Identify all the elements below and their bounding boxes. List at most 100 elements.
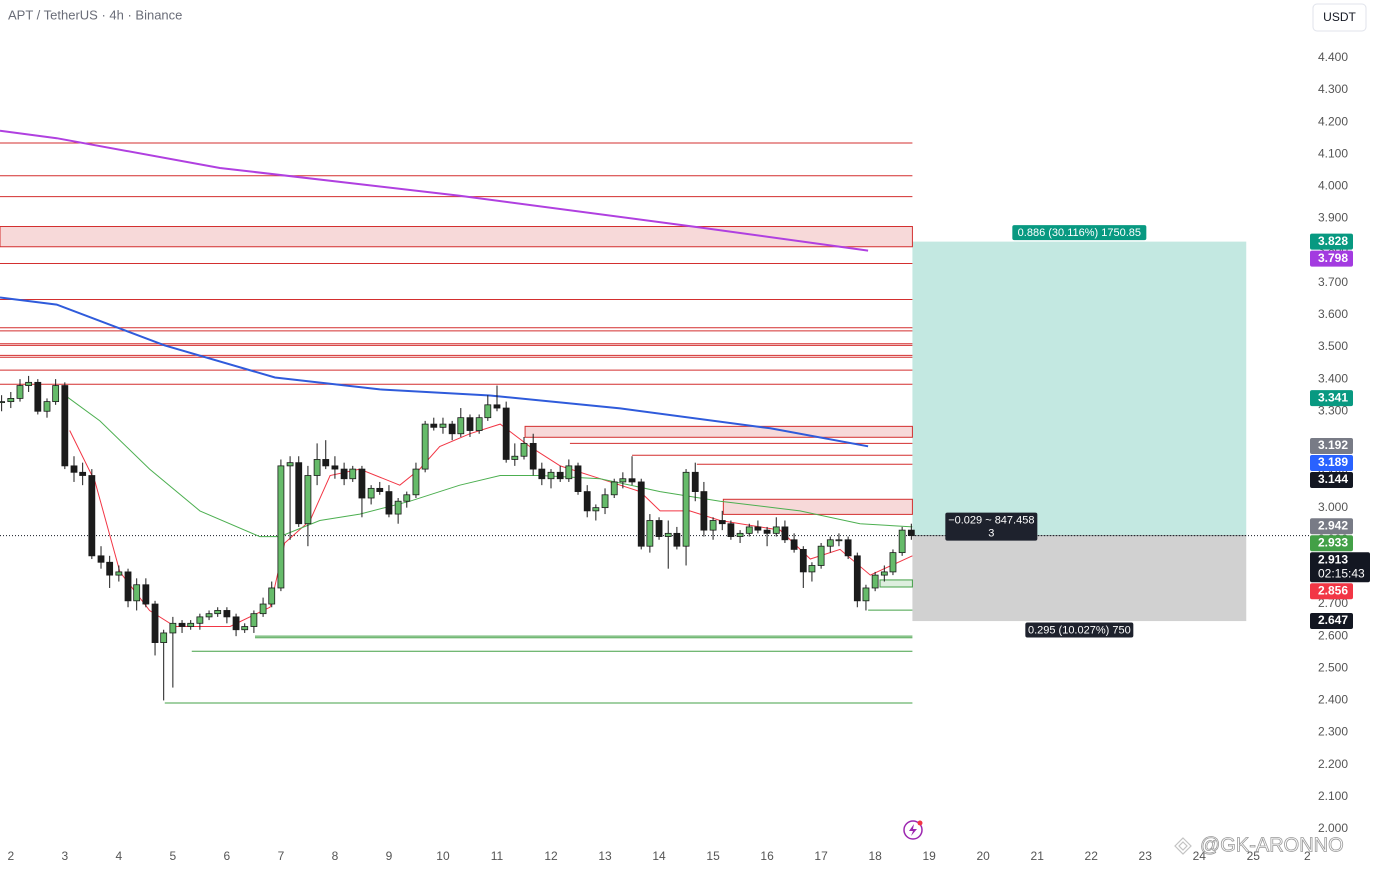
zone	[879, 579, 913, 588]
candle-body	[340, 468, 348, 480]
x-tick-label: 6	[224, 849, 231, 863]
candle-body	[412, 468, 420, 496]
price-tag	[1310, 454, 1353, 471]
candle-body	[763, 529, 771, 534]
candle-body	[349, 468, 357, 480]
candle-body	[25, 381, 33, 386]
candle-body	[0, 401, 6, 404]
zone	[524, 425, 913, 438]
y-tick-label: 4.400	[1318, 50, 1348, 64]
candle-body	[772, 526, 780, 534]
candle-body	[394, 500, 402, 515]
price-tag	[1310, 471, 1353, 488]
center-label-box	[945, 512, 1038, 541]
candle-body	[79, 471, 87, 476]
replay-icon[interactable]	[903, 820, 923, 840]
candle-body	[70, 465, 78, 473]
candle-body	[871, 574, 879, 589]
price-tag-label: 3.341	[1318, 390, 1348, 404]
y-tick-label: 4.100	[1318, 146, 1348, 160]
y-tick-label: 4.200	[1318, 114, 1348, 128]
candle-body	[61, 385, 69, 467]
price-tag-label: 2.913	[1318, 552, 1348, 566]
candle-body	[277, 465, 285, 589]
candle-body	[538, 468, 546, 480]
y-tick-label: 2.700	[1318, 596, 1348, 610]
x-tick-label: 2	[1304, 849, 1311, 863]
candle-body	[628, 478, 636, 483]
candle-body	[817, 545, 825, 566]
candle-body	[97, 555, 105, 563]
price-tag-label: 2.933	[1318, 535, 1348, 549]
candle-body	[781, 526, 789, 541]
candle-body	[844, 539, 852, 557]
candle-body	[214, 610, 222, 615]
x-tick-label: 18	[868, 849, 882, 863]
overlays: 0.886 (30.116%) 1750.85 0.295 (10.027%) 7…	[945, 225, 1370, 638]
candle-body	[700, 491, 708, 531]
x-tick-label: 17	[814, 849, 828, 863]
candle-body	[232, 616, 240, 631]
candle-body	[502, 407, 510, 460]
candle-body	[151, 603, 159, 643]
x-tick-label: 16	[760, 849, 774, 863]
candle-body	[313, 459, 321, 476]
moving-average	[0, 296, 869, 448]
candle-body	[250, 613, 258, 627]
candle-body	[376, 487, 384, 492]
candle-body	[727, 523, 735, 537]
target-label: 0.886 (30.116%) 1750.85	[1018, 227, 1141, 239]
candle-body	[592, 507, 600, 512]
price-tag	[1310, 233, 1353, 250]
candle-body	[601, 494, 609, 509]
zone	[0, 226, 913, 248]
candle-body	[259, 603, 267, 615]
candle-body	[718, 520, 726, 525]
candle-body	[160, 632, 168, 643]
y-tick-label: 3.900	[1318, 211, 1348, 225]
price-tag	[1310, 552, 1370, 583]
candle-body	[862, 587, 870, 602]
candle-body	[853, 555, 861, 602]
candle-body	[475, 417, 483, 431]
candle-body	[745, 526, 753, 534]
candle-body	[421, 423, 429, 470]
x-tick-label: 14	[652, 849, 666, 863]
candle-body	[457, 417, 465, 435]
y-tick-label: 2.300	[1318, 725, 1348, 739]
candle-body	[898, 529, 906, 554]
candle-body	[196, 616, 204, 624]
candle-body	[691, 471, 699, 492]
candle-body	[241, 626, 249, 631]
candle-body	[709, 520, 717, 531]
x-tick-label: 7	[278, 849, 285, 863]
currency-button[interactable]	[1312, 3, 1367, 32]
candle-body	[403, 494, 411, 502]
candle-body	[682, 471, 690, 547]
y-tick-label: 2.500	[1318, 660, 1348, 674]
candle-body	[664, 532, 672, 537]
x-tick-label: 13	[598, 849, 612, 863]
y-tick-label: 3.500	[1318, 339, 1348, 353]
candle-body	[142, 584, 150, 605]
watermark: @GK-ARONNO	[1200, 834, 1344, 856]
candle-body	[484, 404, 492, 419]
price-tag	[1310, 437, 1353, 454]
candle-body	[556, 471, 564, 480]
candle-body	[169, 622, 177, 634]
price-tag-label: 3.828	[1318, 234, 1348, 248]
candle-body	[367, 487, 375, 499]
y-tick-label: 2.600	[1318, 628, 1348, 642]
stop-label: 0.295 (10.027%) 750	[1028, 624, 1131, 636]
candle-body	[673, 532, 681, 547]
moving-average	[64, 394, 913, 538]
candle-body	[448, 423, 456, 435]
candle-body	[205, 613, 213, 618]
candle-body	[790, 539, 798, 550]
candle-body	[43, 401, 51, 412]
x-tick-label: 21	[1031, 849, 1045, 863]
candle-body	[880, 571, 888, 576]
currency-label[interactable]: USDT	[1323, 10, 1356, 24]
candle-body	[835, 539, 843, 542]
